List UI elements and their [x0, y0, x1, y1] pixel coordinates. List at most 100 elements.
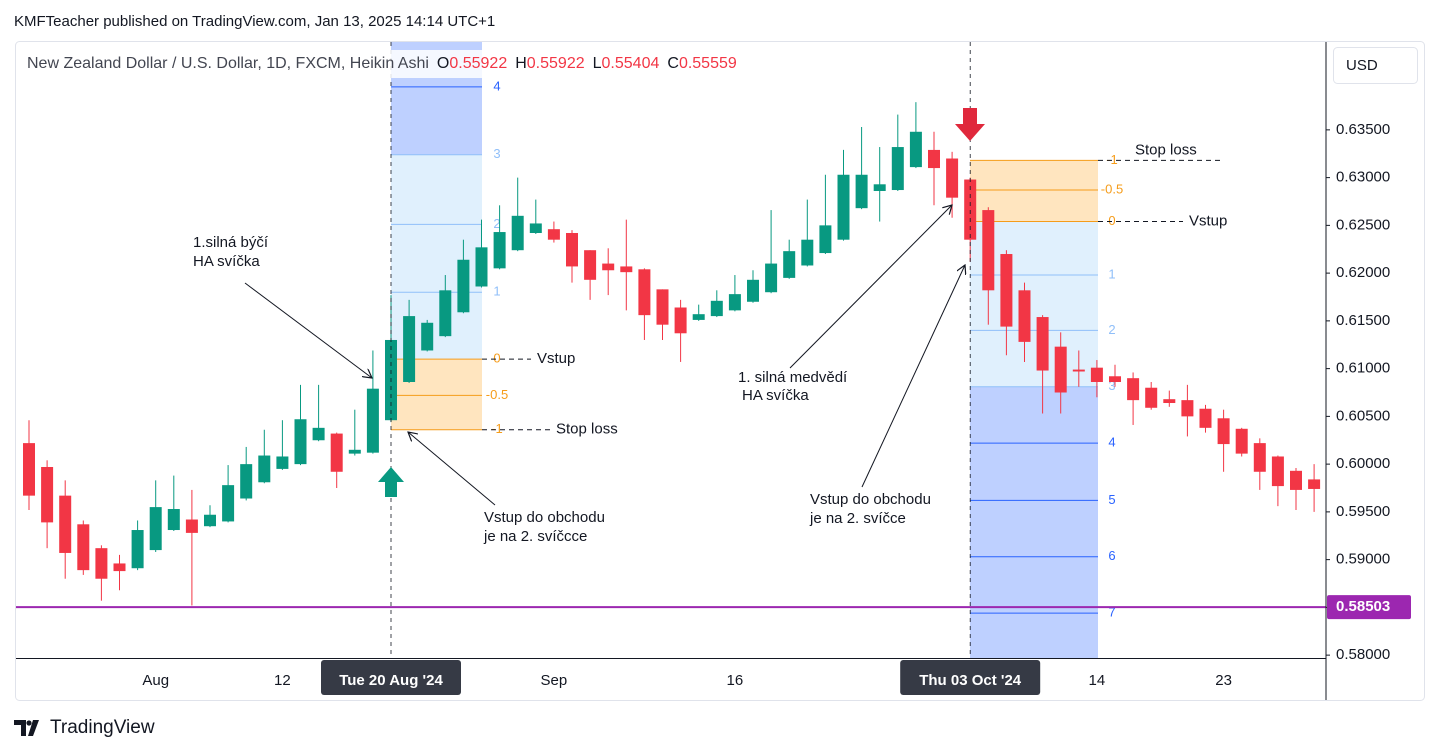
candle-body [928, 149, 940, 169]
currency-button-box[interactable] [1333, 47, 1418, 84]
level-label: 2 [1108, 322, 1115, 337]
candle-body [891, 147, 904, 191]
level-label: -0.5 [1101, 181, 1123, 196]
annotation-text: HA svíčka [742, 387, 809, 404]
annotation-arrow [861, 265, 965, 488]
candle-body [1090, 367, 1103, 382]
candle-body [873, 184, 886, 191]
currency-label[interactable]: USD [1346, 57, 1378, 74]
x-tick-label: Tue 20 Aug '24 [339, 672, 443, 689]
candle-body [584, 250, 597, 280]
x-tick-label: 14 [1089, 672, 1106, 689]
candle-body [909, 131, 922, 168]
candle-body [620, 266, 633, 273]
y-tick-label: 0.62000 [1336, 264, 1390, 281]
candle-body [403, 316, 416, 382]
candle-body [1145, 387, 1158, 408]
candle-body [258, 455, 271, 483]
symbol-legend: New Zealand Dollar / U.S. Dollar, 1D, FX… [20, 50, 820, 78]
candle-body [1271, 456, 1284, 487]
candle-body [276, 456, 289, 469]
candle-body [982, 210, 995, 291]
candle-body [1109, 376, 1121, 382]
candle-body [204, 514, 216, 527]
annotation-arrow [244, 282, 372, 378]
candle-body [421, 322, 434, 351]
candle-body [728, 294, 741, 311]
candle-body [801, 239, 814, 266]
brand-name: TradingView [50, 717, 155, 738]
ohlc-value: 0.55922 [449, 55, 507, 72]
candle-body [1000, 254, 1013, 327]
level-label: 3 [1108, 378, 1115, 393]
candle-body [475, 247, 488, 287]
candle-body [1018, 290, 1031, 342]
y-tick-label: 0.59500 [1336, 503, 1390, 520]
candle-body [1199, 408, 1212, 428]
x-tick-label: Aug [142, 672, 169, 689]
ohlc-value: 0.55559 [679, 55, 737, 72]
candle-body [692, 314, 705, 320]
annotation-text: HA svíčka [193, 253, 260, 270]
candle-body [149, 507, 162, 551]
candle-body [602, 263, 615, 271]
y-tick-label: 0.59000 [1336, 551, 1390, 568]
candle-body [1127, 378, 1140, 401]
candle-body [837, 174, 850, 240]
ohlc-value: 0.55922 [527, 55, 585, 72]
footer-brand: TradingView [14, 717, 155, 738]
x-tick-label: Sep [541, 672, 568, 689]
candle-body [294, 419, 307, 465]
level-label: 1 [493, 284, 500, 299]
x-tick-label: 23 [1215, 672, 1232, 689]
candle-body [185, 519, 198, 533]
y-tick-label: 0.61000 [1336, 360, 1390, 377]
candle-body [493, 232, 506, 269]
ohlc-label: H [515, 55, 527, 72]
candle-body [855, 174, 868, 209]
y-tick-label: 0.58000 [1336, 646, 1390, 663]
price-line-label: 0.58503 [1336, 598, 1390, 615]
legend-backdrop [20, 50, 820, 78]
candle-body [819, 225, 832, 254]
ohlc-label: C [667, 55, 679, 72]
candle-body [95, 548, 108, 579]
y-tick-label: 0.62500 [1336, 216, 1390, 233]
candle-body [765, 263, 778, 293]
ohlc-label: O [437, 55, 449, 72]
level-label: 1 [1108, 266, 1115, 281]
level-label: 7 [1108, 605, 1115, 620]
date-badge [900, 660, 1041, 695]
sell-arrow [955, 108, 985, 141]
currency-button[interactable]: USD [1333, 47, 1418, 84]
publisher-line: KMFTeacher published on TradingView.com,… [14, 13, 495, 30]
buy-arrow [378, 467, 404, 497]
candle-body [1235, 428, 1248, 454]
candle-body [710, 300, 723, 317]
candle-body [946, 158, 959, 198]
annotation-text: Vstup do obchodu [484, 509, 605, 526]
plot-area: 4 3 2 1 0 -0.5 -1 -1 -0.5 0 1 2 3 4 5 6 7 [16, 42, 1326, 658]
brand-logo [14, 720, 39, 736]
annotation-arrow [408, 432, 496, 506]
y-tick-label: 0.60500 [1336, 407, 1390, 424]
candle-body [638, 269, 651, 316]
level-label: 6 [1108, 548, 1115, 563]
y-tick-label: 0.63000 [1336, 169, 1390, 186]
stop-label: Stop loss [556, 421, 618, 438]
candle-body [1072, 369, 1085, 372]
candle-body [131, 530, 144, 569]
candle-body [59, 495, 72, 553]
brand-logo-dot [26, 720, 32, 726]
ohlc-label: L [593, 55, 602, 72]
candle-body [77, 524, 90, 571]
annotation-text: 1.silná býčí [193, 234, 269, 251]
ohlc-value: 0.55404 [602, 55, 660, 72]
candle-body [656, 289, 669, 325]
candle-body [511, 215, 524, 251]
entry-label: Vstup [1189, 213, 1227, 230]
annotation-text: Vstup do obchodu [810, 491, 931, 508]
y-tick-label: 0.60000 [1336, 455, 1390, 472]
symbol-title: New Zealand Dollar / U.S. Dollar, 1D, FX… [27, 55, 429, 72]
candle-body [439, 290, 452, 337]
